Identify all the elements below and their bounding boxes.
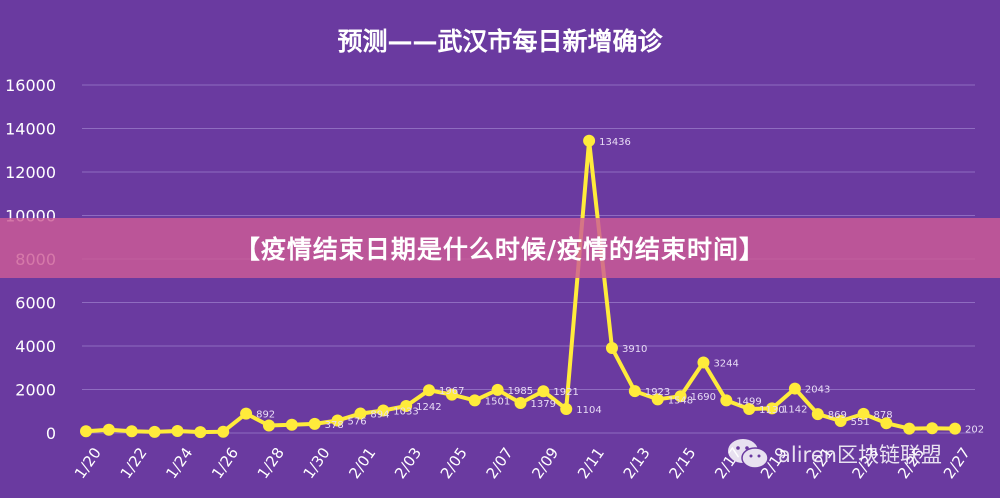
series-points (80, 134, 961, 439)
data-point (102, 423, 115, 436)
x-tick-label: 2/09 (528, 444, 562, 482)
x-tick-label: 2/27 (940, 444, 974, 482)
data-label: 378 (325, 420, 344, 431)
y-tick-label: 16000 (5, 76, 56, 95)
data-point (80, 425, 92, 438)
data-point (674, 390, 687, 403)
data-label: 1379 (531, 399, 556, 410)
x-tick-label: 2/11 (574, 444, 608, 482)
data-point (217, 425, 230, 438)
grid-lines (82, 84, 975, 434)
data-point (766, 402, 779, 415)
x-tick-label: 2/05 (437, 444, 471, 482)
data-label: 1242 (416, 402, 441, 413)
data-point (240, 407, 253, 420)
data-point (171, 425, 184, 438)
x-tick-label: 1/26 (208, 444, 242, 482)
data-point (926, 422, 939, 435)
data-point (560, 402, 573, 415)
x-tick-label: 1/30 (300, 444, 334, 482)
data-point (651, 393, 664, 406)
data-label: 3244 (713, 358, 738, 369)
data-point (537, 385, 550, 398)
data-label: 1985 (508, 386, 533, 397)
data-label: 1921 (553, 387, 578, 398)
data-point (377, 404, 390, 417)
wechat-icon (728, 439, 769, 469)
data-label: 1104 (576, 405, 601, 416)
data-label: 1967 (439, 386, 464, 397)
data-label: 892 (256, 410, 275, 421)
data-point (697, 356, 710, 369)
data-point (720, 394, 733, 407)
data-label: 1033 (393, 407, 418, 418)
data-point (400, 399, 413, 412)
overlay-banner: 【疫情结束日期是什么时候/疫情的结束时间】 (0, 218, 1000, 278)
data-label: 1142 (782, 404, 807, 415)
data-point (834, 415, 847, 428)
data-point (743, 402, 756, 415)
y-tick-label: 14000 (5, 120, 56, 139)
x-tick-label: 2/15 (665, 444, 699, 482)
data-point (445, 388, 458, 401)
data-point (583, 134, 596, 147)
data-label: 1690 (691, 392, 716, 403)
data-point (423, 384, 436, 397)
data-point (194, 426, 207, 439)
data-label: 1130 (759, 405, 784, 416)
data-point (788, 382, 801, 395)
x-tick-label: 2/01 (345, 444, 379, 482)
data-point (125, 425, 138, 438)
data-label: 869 (828, 410, 847, 421)
y-tick-label: 4000 (15, 337, 56, 356)
y-tick-label: 0 (46, 424, 56, 443)
x-tick-label: 1/20 (71, 444, 105, 482)
y-tick-label: 12000 (5, 163, 56, 182)
data-point (491, 383, 504, 396)
data-point (148, 425, 161, 438)
x-tick-label: 1/22 (117, 444, 151, 482)
data-point (514, 397, 527, 410)
data-point (903, 422, 916, 435)
data-label: 202 (965, 425, 984, 436)
watermark-text: aliren区块链联盟 (778, 443, 942, 467)
data-point (949, 422, 961, 435)
data-label: 2043 (805, 385, 830, 396)
x-tick-label: 2/07 (483, 444, 517, 482)
banner-text: 【疫情结束日期是什么时候/疫情的结束时间】 (234, 235, 766, 264)
chart-title: 预测——武汉市每日新增确诊 (337, 27, 663, 56)
data-point (331, 414, 344, 427)
x-tick-label: 2/13 (620, 444, 654, 482)
x-tick-label: 2/03 (391, 444, 425, 482)
data-point (811, 408, 824, 421)
watermark: aliren区块链联盟 (726, 436, 942, 472)
data-label: 551 (851, 417, 870, 428)
data-label: 1923 (645, 387, 670, 398)
data-point (468, 394, 481, 407)
data-label: 1548 (668, 395, 693, 406)
x-tick-label: 1/28 (254, 444, 288, 482)
data-label: 894 (370, 410, 389, 421)
data-point (308, 417, 321, 430)
data-label: 1499 (736, 396, 761, 407)
y-tick-label: 6000 (15, 294, 56, 313)
data-point (628, 385, 641, 398)
y-tick-label: 2000 (15, 381, 56, 400)
x-tick-label: 1/24 (162, 444, 196, 482)
data-point (354, 407, 367, 420)
data-label: 878 (874, 410, 893, 421)
data-label: 3910 (622, 344, 647, 355)
data-label: 13436 (599, 137, 631, 148)
data-point (285, 418, 298, 431)
data-label: 576 (348, 416, 367, 427)
data-point (880, 417, 893, 430)
data-point (262, 419, 275, 432)
data-point (605, 341, 618, 354)
data-label: 1501 (485, 396, 510, 407)
data-point (857, 407, 870, 420)
